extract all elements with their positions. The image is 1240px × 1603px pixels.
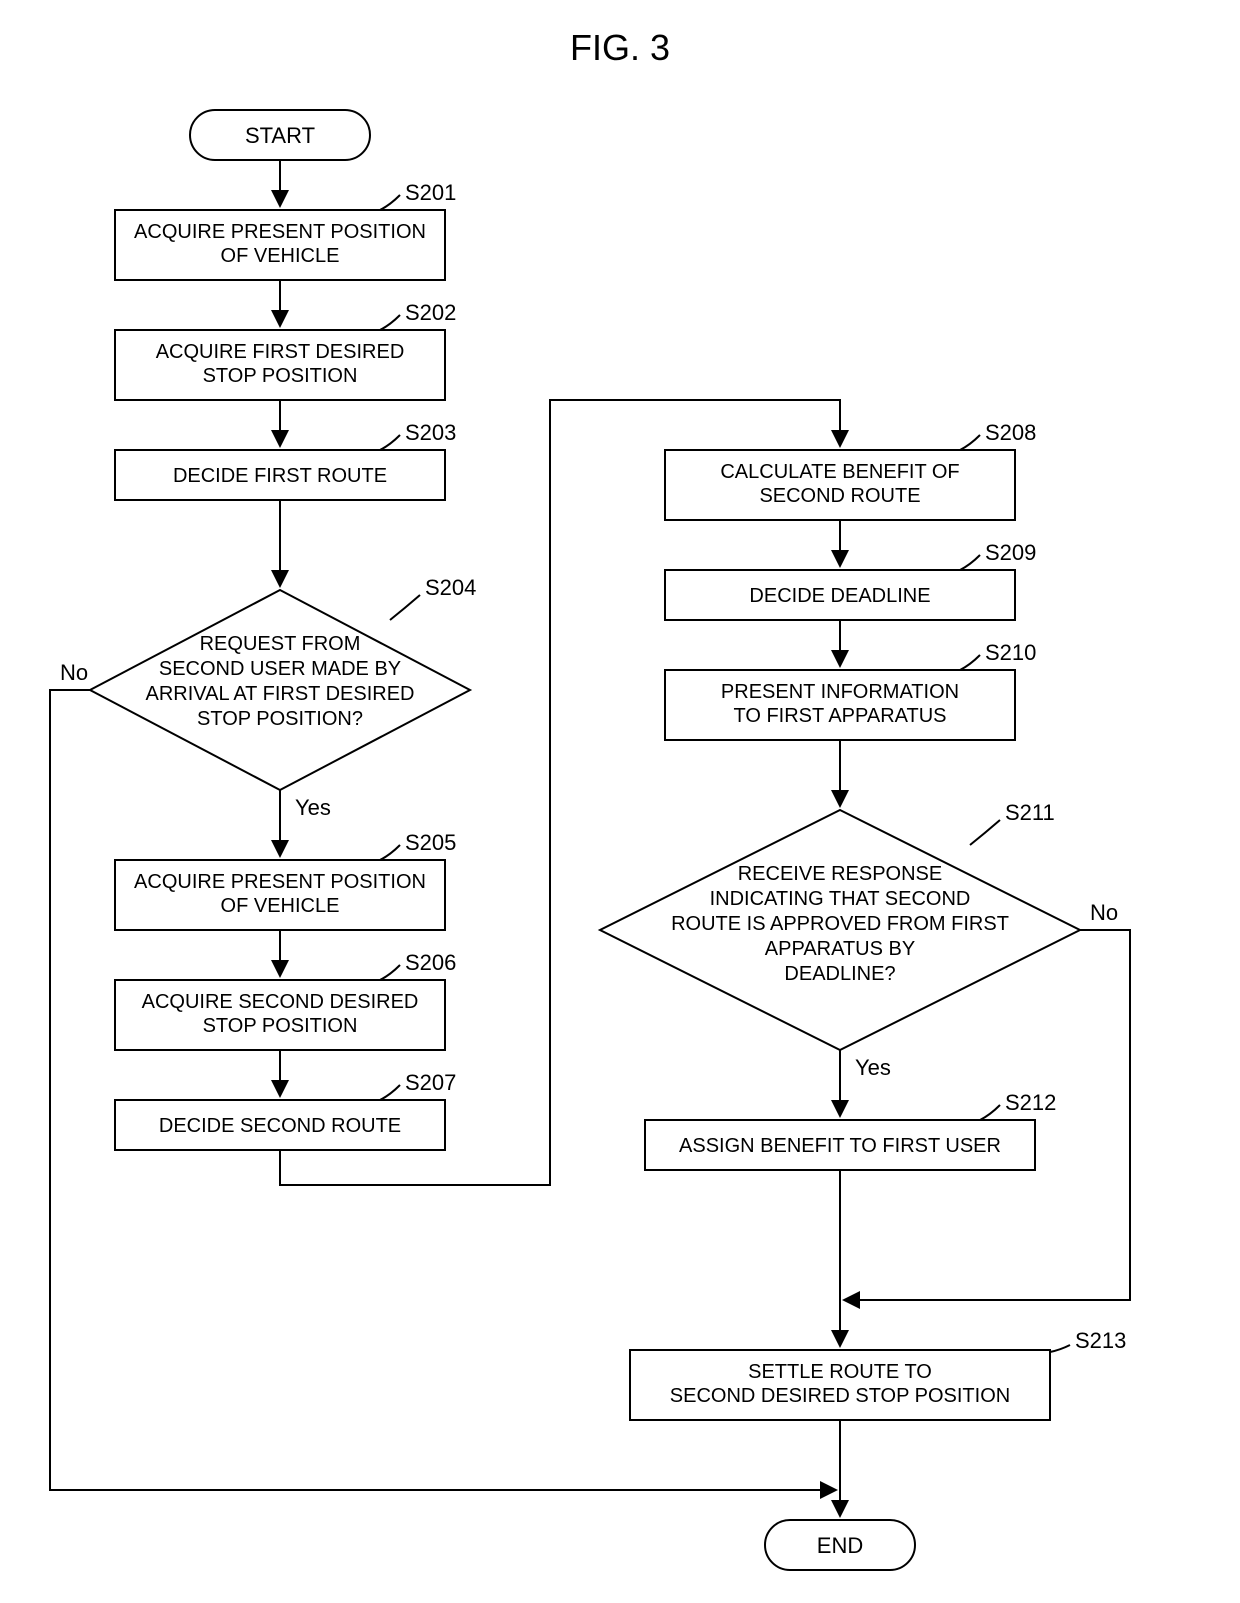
step-s207-line1: DECIDE SECOND ROUTE <box>159 1115 401 1137</box>
step-s206-line1: ACQUIRE SECOND DESIRED <box>142 991 419 1013</box>
step-s213-line2: SECOND DESIRED STOP POSITION <box>670 1385 1010 1407</box>
decision-s204-line4: STOP POSITION? <box>197 708 363 730</box>
step-s210-line1: PRESENT INFORMATION <box>721 681 959 703</box>
step-s201-leader <box>380 195 400 210</box>
step-s207-leader <box>380 1085 400 1100</box>
step-s203-leader <box>380 435 400 450</box>
terminal-end-label: END <box>817 1533 863 1558</box>
step-s207-id: S207 <box>405 1070 456 1095</box>
decision-s204-line2: SECOND USER MADE BY <box>159 658 401 680</box>
step-s201-line2: OF VEHICLE <box>221 245 340 267</box>
step-s208-leader <box>960 435 980 450</box>
step-s209-leader <box>960 555 980 570</box>
decision-s211-leader <box>970 820 1000 845</box>
step-s210-leader <box>960 655 980 670</box>
decision-s211-id: S211 <box>1005 800 1055 825</box>
step-s205-leader <box>380 845 400 860</box>
step-s213-line1: SETTLE ROUTE TO <box>748 1361 932 1383</box>
step-s201-line1: ACQUIRE PRESENT POSITION <box>134 221 426 243</box>
decision-s211-no: No <box>1090 900 1118 925</box>
step-s212-id: S212 <box>1005 1090 1056 1115</box>
step-s205-line1: ACQUIRE PRESENT POSITION <box>134 871 426 893</box>
step-s202-id: S202 <box>405 300 456 325</box>
terminal-start-label: START <box>245 123 315 148</box>
step-s206-id: S206 <box>405 950 456 975</box>
step-s201-id: S201 <box>405 180 456 205</box>
step-s206-line2: STOP POSITION <box>203 1015 358 1037</box>
step-s208-line1: CALCULATE BENEFIT OF <box>720 461 959 483</box>
step-s210-id: S210 <box>985 640 1036 665</box>
step-s212-line1: ASSIGN BENEFIT TO FIRST USER <box>679 1135 1001 1157</box>
step-s213-id: S213 <box>1075 1328 1126 1353</box>
step-s213-leader <box>1050 1345 1070 1352</box>
step-s205-id: S205 <box>405 830 456 855</box>
decision-s204-id: S204 <box>425 575 476 600</box>
step-s202-line2: STOP POSITION <box>203 365 358 387</box>
decision-s204-line1: REQUEST FROM <box>200 633 361 655</box>
step-s203-id: S203 <box>405 420 456 445</box>
step-s210-line2: TO FIRST APPARATUS <box>733 705 946 727</box>
decision-s211-line2: INDICATING THAT SECOND <box>710 888 971 910</box>
decision-s211-yes: Yes <box>855 1055 891 1080</box>
step-s212-leader <box>980 1105 1000 1120</box>
decision-s204-no: No <box>60 660 88 685</box>
decision-s211-line3: ROUTE IS APPROVED FROM FIRST <box>671 913 1009 935</box>
figure-title: FIG. 3 <box>570 27 670 68</box>
decision-s204-leader <box>390 595 420 620</box>
step-s208-line2: SECOND ROUTE <box>759 485 920 507</box>
step-s209-line1: DECIDE DEADLINE <box>749 585 930 607</box>
step-s208-id: S208 <box>985 420 1036 445</box>
decision-s211-line4: APPARATUS BY <box>765 938 915 960</box>
step-s206-leader <box>380 965 400 980</box>
decision-s204-yes: Yes <box>295 795 331 820</box>
decision-s204-line3: ARRIVAL AT FIRST DESIRED <box>146 683 415 705</box>
step-s205-line2: OF VEHICLE <box>221 895 340 917</box>
step-s203-line1: DECIDE FIRST ROUTE <box>173 465 387 487</box>
flowchart: FIG. 3 START ACQUIRE PRESENT POSITION OF… <box>0 0 1240 1603</box>
decision-s211-line1: RECEIVE RESPONSE <box>738 863 943 885</box>
step-s209-id: S209 <box>985 540 1036 565</box>
step-s202-leader <box>380 315 400 330</box>
step-s202-line1: ACQUIRE FIRST DESIRED <box>156 341 405 363</box>
decision-s211-line5: DEADLINE? <box>784 963 895 985</box>
